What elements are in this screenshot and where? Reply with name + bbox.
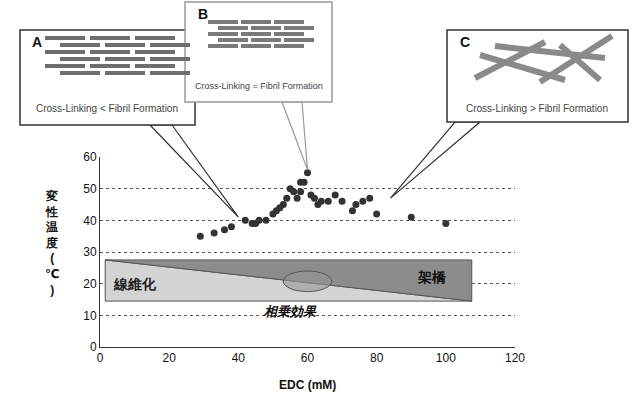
svg-text:40: 40: [232, 351, 246, 365]
svg-text:0: 0: [90, 340, 97, 354]
svg-text:A: A: [32, 34, 42, 50]
svg-text:B: B: [198, 6, 208, 22]
svg-text:C: C: [460, 34, 470, 50]
svg-text:10: 10: [83, 309, 97, 323]
svg-text:50: 50: [83, 182, 97, 196]
svg-text:30: 30: [83, 245, 97, 259]
svg-text:Cross-Linking = Fibril Formati: Cross-Linking = Fibril Formation: [195, 81, 323, 91]
svg-text:40: 40: [83, 214, 97, 228]
svg-text:20: 20: [162, 351, 176, 365]
svg-text:0: 0: [97, 351, 104, 365]
svg-text:線維化: 線維化: [113, 276, 157, 292]
svg-text:60: 60: [301, 351, 315, 365]
svg-text:120: 120: [505, 351, 525, 365]
svg-text:架橋: 架橋: [417, 269, 447, 285]
svg-text:相乗効果: 相乗効果: [263, 304, 317, 319]
svg-text:100: 100: [436, 351, 456, 365]
svg-text:Cross-Linking < Fibril Formati: Cross-Linking < Fibril Formation: [36, 103, 178, 114]
svg-text:EDC (mM): EDC (mM): [279, 378, 336, 392]
svg-text:60: 60: [83, 150, 97, 164]
svg-text:20: 20: [83, 277, 97, 291]
svg-text:Cross-Linking > Fibril Formati: Cross-Linking > Fibril Formation: [466, 103, 608, 114]
svg-text:80: 80: [370, 351, 384, 365]
svg-text:変性温度(℃): 変性温度(℃): [45, 189, 60, 297]
